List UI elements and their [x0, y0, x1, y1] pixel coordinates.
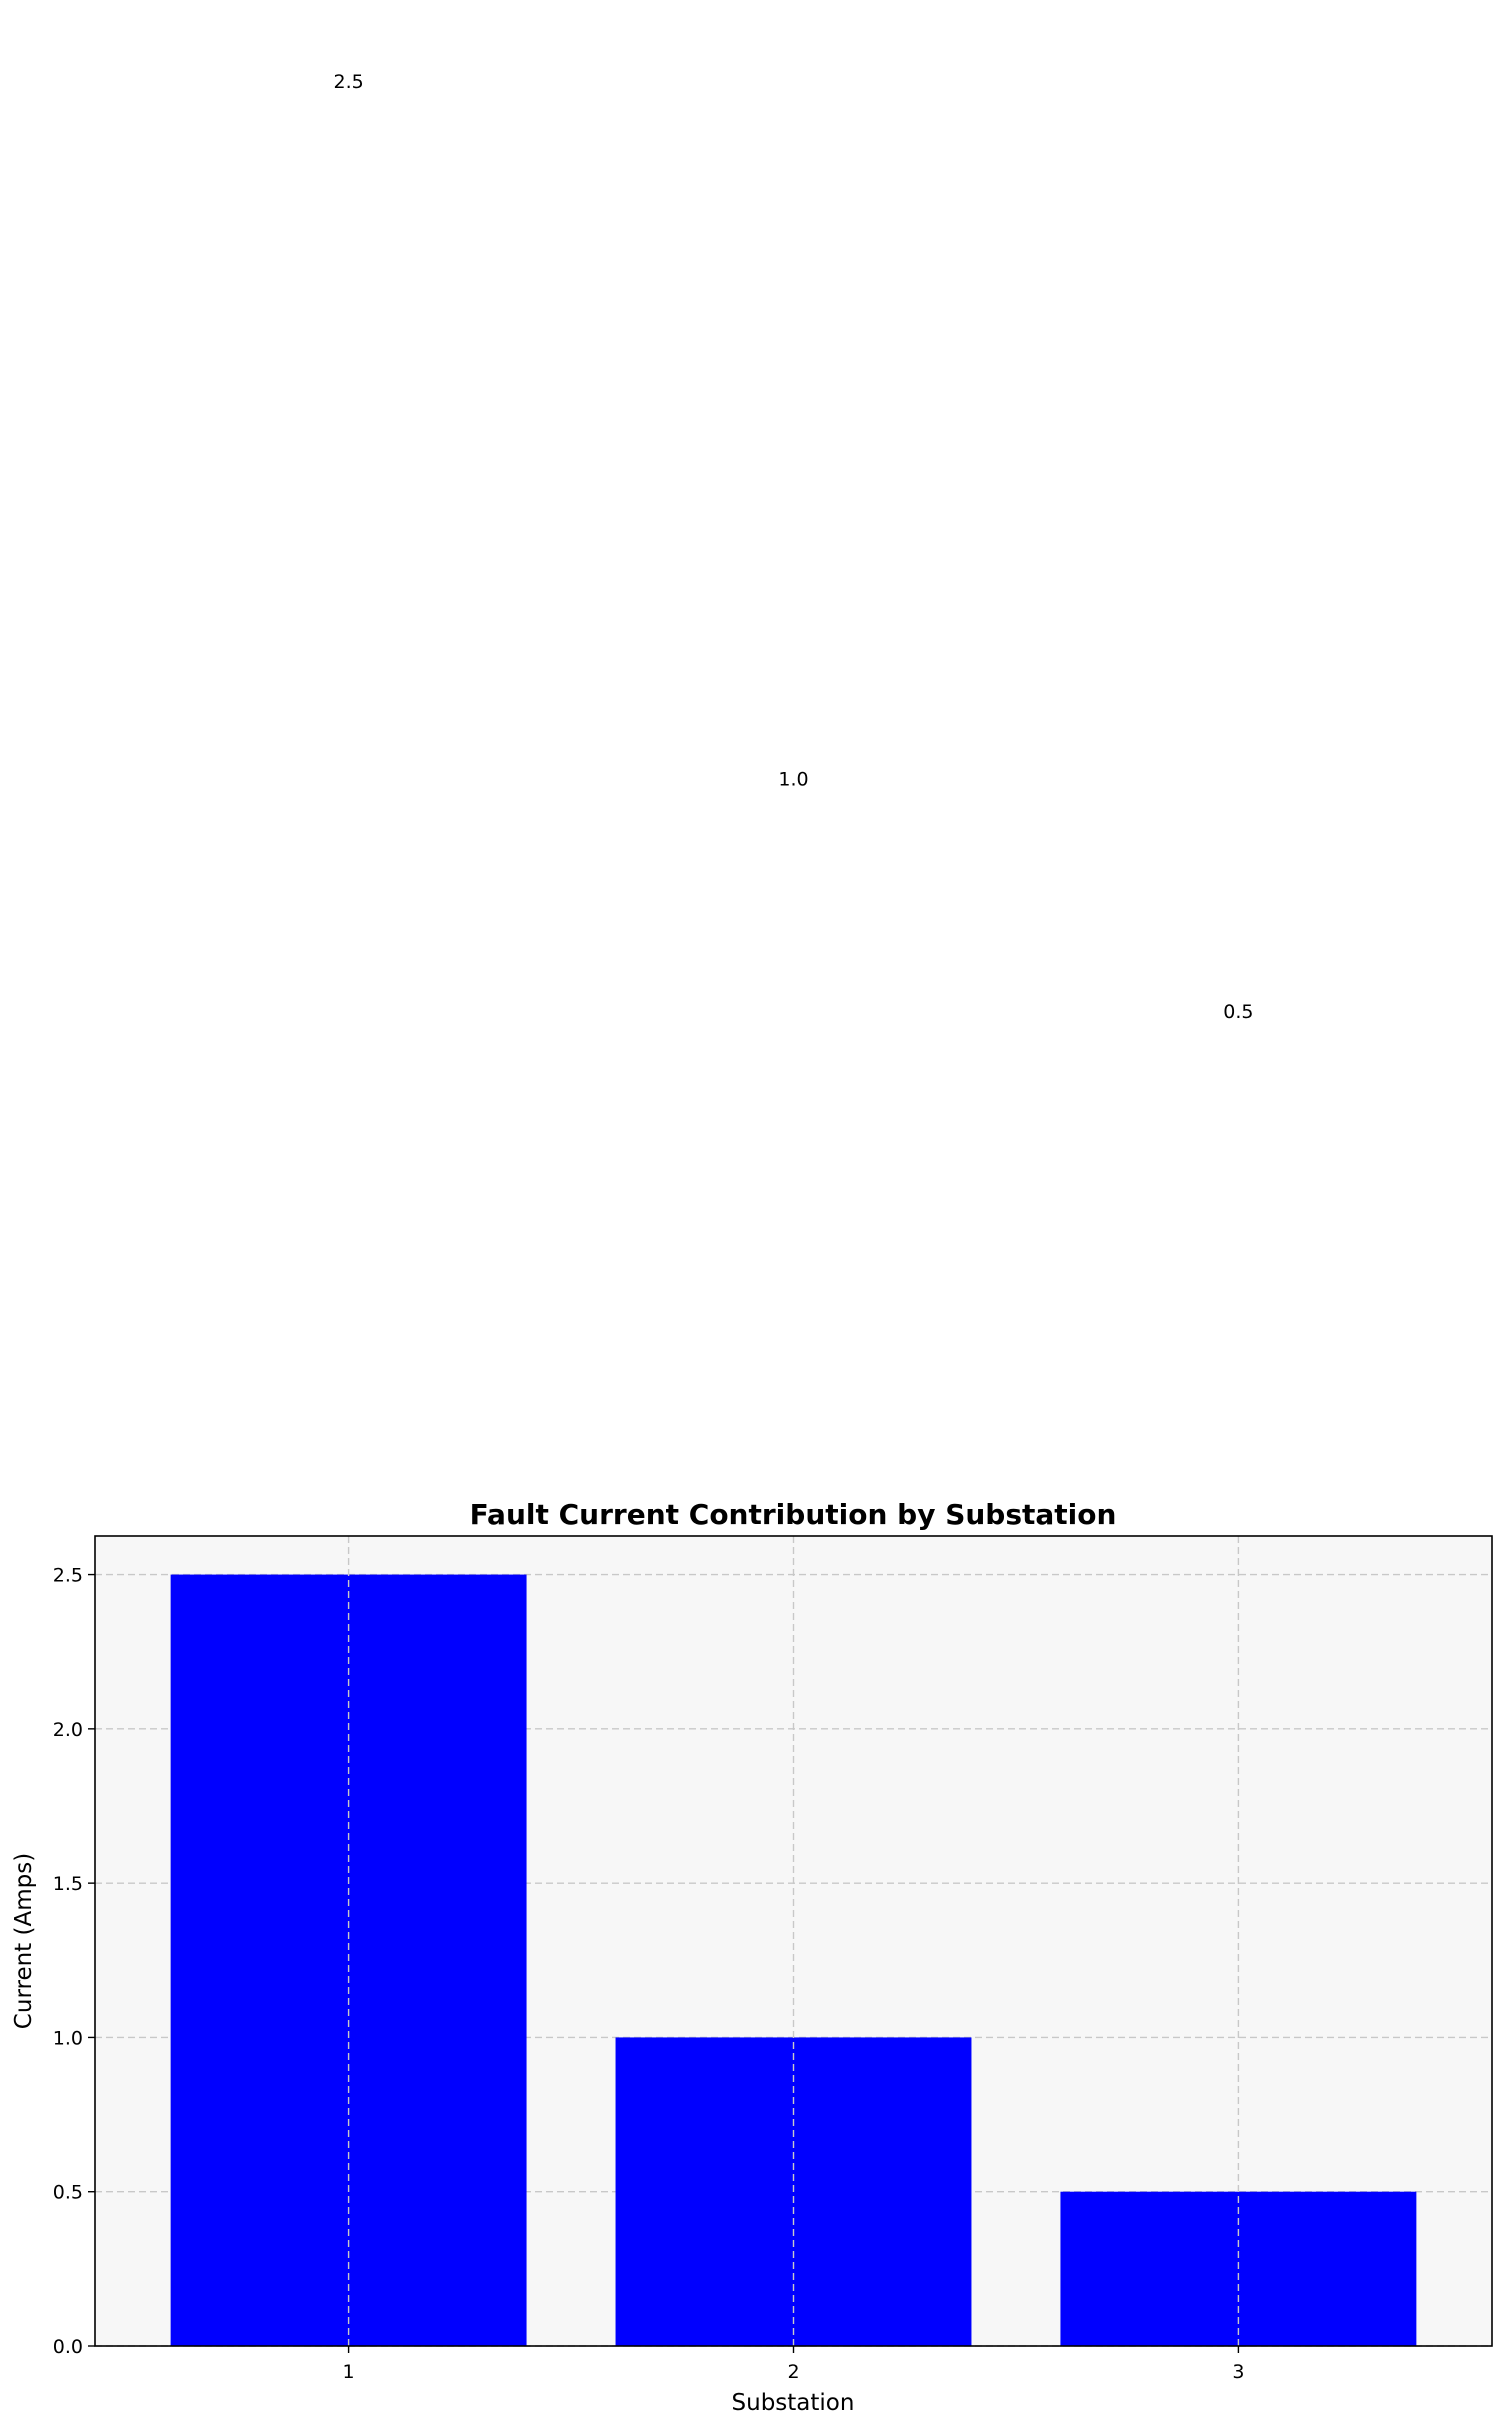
vertical-grid-lines [347, 1536, 1240, 2346]
y-tick-label: 0.5 [53, 2182, 83, 2204]
data-label-2: 1.0 [778, 769, 808, 791]
y-axis-ticks: 0.0 0.5 1.0 1.5 2.0 2.5 [53, 1565, 95, 2358]
y-tick-label: 0.0 [53, 2336, 83, 2358]
y-tick-label: 2.5 [53, 1565, 83, 1587]
x-tick-label: 3 [1232, 2361, 1244, 2383]
chart-title: Fault Current Contribution by Substation [470, 1498, 1117, 1531]
data-labels: 2.5 1.0 0.5 [333, 71, 1253, 1023]
y-tick-label: 2.0 [53, 1719, 83, 1741]
y-tick-label: 1.5 [53, 1873, 83, 1895]
data-label-3: 0.5 [1223, 1001, 1253, 1023]
data-label-1: 2.5 [333, 71, 363, 93]
x-axis-label: Substation [732, 2390, 855, 2416]
x-tick-label: 1 [343, 2361, 355, 2383]
y-tick-label: 1.0 [53, 2027, 83, 2049]
x-axis-ticks: 1 2 3 [343, 2346, 1244, 2383]
x-tick-label: 2 [787, 2361, 799, 2383]
y-axis-label: Current (Amps) [11, 1853, 37, 2029]
